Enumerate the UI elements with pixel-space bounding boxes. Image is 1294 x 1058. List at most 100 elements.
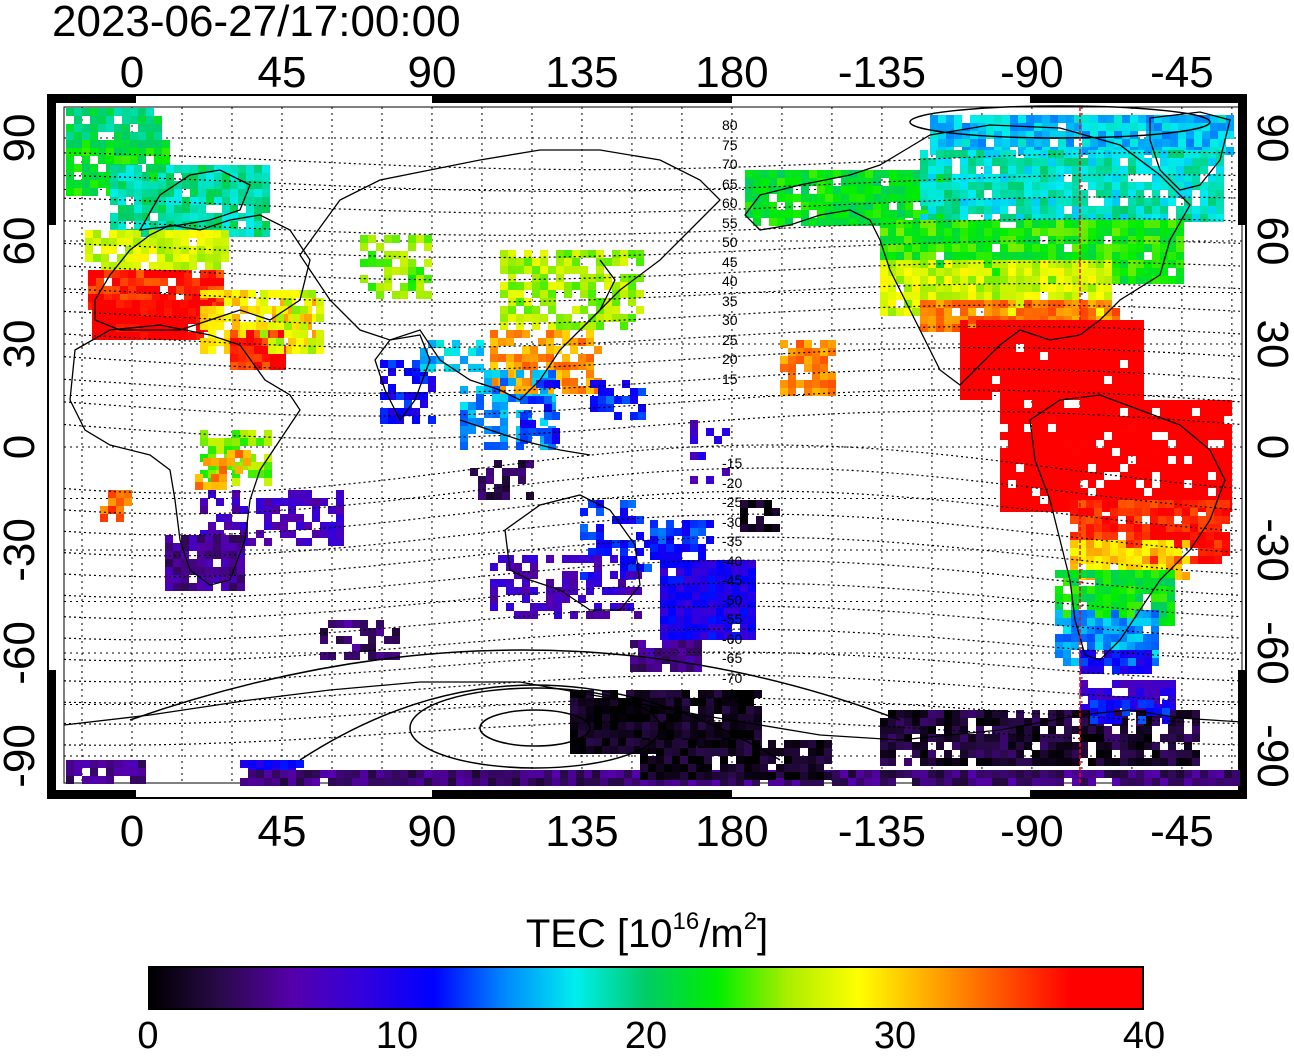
tec-cell bbox=[1127, 618, 1135, 626]
tec-cell bbox=[1128, 416, 1136, 424]
tec-cell bbox=[674, 730, 682, 738]
tec-cell bbox=[586, 386, 594, 394]
tec-cell bbox=[680, 748, 688, 756]
tec-cell bbox=[656, 772, 664, 780]
tec-cell bbox=[424, 778, 432, 786]
tec-cell bbox=[1082, 115, 1090, 123]
tec-cell bbox=[1136, 166, 1144, 174]
tec-cell bbox=[1050, 131, 1058, 139]
tec-cell bbox=[404, 368, 412, 376]
tec-cell bbox=[213, 254, 221, 262]
tec-cell bbox=[936, 758, 944, 766]
tec-cell bbox=[692, 624, 700, 632]
tec-cell bbox=[154, 116, 162, 124]
tec-cell bbox=[388, 408, 396, 416]
tec-cell bbox=[484, 370, 492, 378]
tec-cell bbox=[1040, 228, 1048, 236]
tec-cell bbox=[256, 778, 264, 786]
tec-cell bbox=[1192, 400, 1200, 408]
tec-cell bbox=[1008, 328, 1016, 336]
tec-cell bbox=[1008, 726, 1016, 734]
tec-cell bbox=[312, 506, 320, 514]
tec-cell bbox=[992, 268, 1000, 276]
tec-cell bbox=[1104, 220, 1112, 228]
tec-cell bbox=[514, 354, 522, 362]
tec-cell bbox=[1008, 496, 1016, 504]
tec-cell bbox=[604, 548, 612, 556]
tec-cell bbox=[1010, 131, 1018, 139]
tec-cell bbox=[1064, 472, 1072, 480]
tec-cell bbox=[992, 292, 1000, 300]
tec-cell bbox=[172, 332, 180, 340]
tec-cell bbox=[195, 482, 203, 490]
tec-cell bbox=[1216, 416, 1224, 424]
tec-cell bbox=[1048, 252, 1056, 260]
tec-cell bbox=[1000, 710, 1008, 718]
tec-cell bbox=[238, 229, 246, 237]
tec-cell bbox=[1184, 750, 1192, 758]
tec-cell bbox=[1098, 708, 1106, 716]
tec-cell bbox=[674, 690, 682, 698]
tec-cell bbox=[1064, 158, 1072, 166]
tec-cell bbox=[138, 776, 146, 784]
tec-cell bbox=[992, 734, 1000, 742]
tec-cell bbox=[1056, 292, 1064, 300]
tec-cell bbox=[1216, 198, 1224, 206]
tec-cell bbox=[992, 328, 1000, 336]
tec-cell bbox=[208, 530, 216, 538]
tec-cell bbox=[124, 490, 132, 498]
tec-cell bbox=[476, 394, 484, 402]
tec-cell bbox=[1058, 115, 1066, 123]
tec-cell bbox=[1064, 480, 1072, 488]
tec-cell bbox=[1159, 578, 1167, 586]
tec-cell bbox=[1064, 726, 1072, 734]
tec-cell bbox=[116, 300, 124, 308]
tec-cell bbox=[1072, 260, 1080, 268]
tec-cell bbox=[400, 283, 408, 291]
tec-cell bbox=[1104, 244, 1112, 252]
tec-cell bbox=[936, 300, 944, 308]
tec-cell bbox=[336, 778, 344, 786]
tec-cell bbox=[506, 338, 514, 346]
tec-cell bbox=[1080, 320, 1088, 328]
tec-cell bbox=[928, 718, 936, 726]
tec-cell bbox=[1112, 758, 1120, 766]
tec-cell bbox=[1080, 214, 1088, 222]
contour-label-north: 55 bbox=[722, 215, 738, 231]
tec-cell bbox=[164, 324, 172, 332]
tec-cell bbox=[1063, 658, 1071, 666]
tec-cell bbox=[610, 730, 618, 738]
tec-cell bbox=[1080, 472, 1088, 480]
tec-cell bbox=[1104, 750, 1112, 758]
tec-cell bbox=[1168, 726, 1176, 734]
tec-cell bbox=[1144, 666, 1152, 674]
tec-cell bbox=[800, 772, 808, 780]
tec-cell bbox=[288, 760, 296, 768]
tec-cell bbox=[1024, 778, 1032, 786]
tec-cell bbox=[540, 258, 548, 266]
tec-cell bbox=[716, 624, 724, 632]
tec-cell bbox=[1064, 352, 1072, 360]
tec-cell bbox=[224, 330, 232, 338]
tec-cell bbox=[184, 286, 192, 294]
tec-cell bbox=[1160, 456, 1168, 464]
tec-cell bbox=[1056, 174, 1064, 182]
tec-cell bbox=[484, 386, 492, 394]
tec-cell bbox=[714, 730, 722, 738]
tec-cell bbox=[1167, 602, 1175, 610]
tec-cell bbox=[1000, 750, 1008, 758]
tec-cell bbox=[960, 236, 968, 244]
tec-cell bbox=[636, 274, 644, 282]
tec-cell bbox=[232, 498, 240, 506]
tec-cell bbox=[237, 567, 245, 575]
tec-cell bbox=[1103, 634, 1111, 642]
tec-cell bbox=[1152, 276, 1160, 284]
tec-cell bbox=[801, 178, 809, 186]
tec-cell bbox=[524, 282, 532, 290]
tec-cell bbox=[865, 210, 873, 218]
tec-cell bbox=[873, 218, 881, 226]
tec-cell bbox=[1158, 532, 1166, 540]
tec-cell bbox=[690, 428, 698, 436]
tec-cell bbox=[224, 438, 232, 446]
tec-cell bbox=[140, 308, 148, 316]
